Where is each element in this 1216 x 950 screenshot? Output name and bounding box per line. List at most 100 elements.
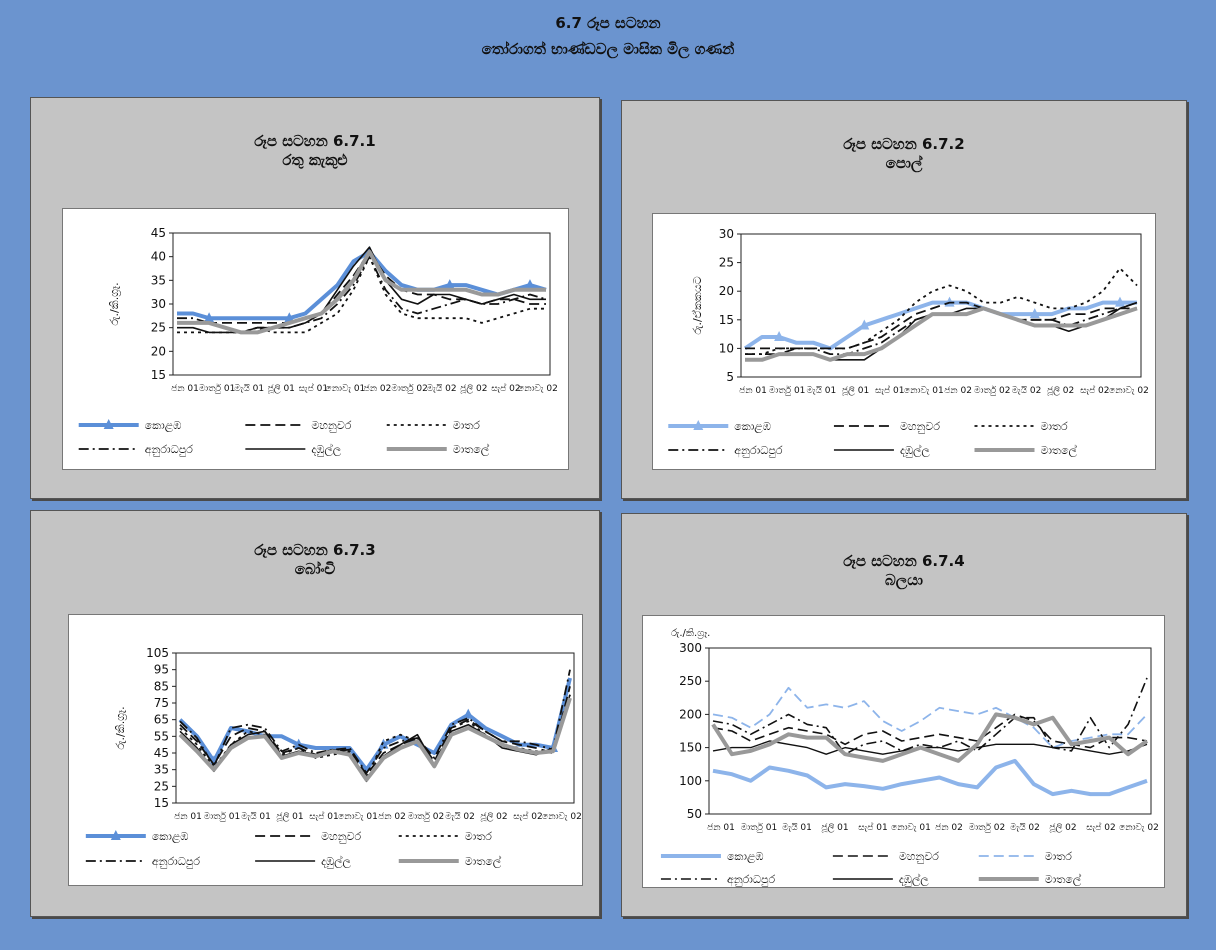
chart-4-y-tick-label: 250: [679, 674, 702, 688]
chart-1-legend-marker: [103, 419, 114, 429]
chart-3-legend-marker: [110, 830, 121, 840]
chart-4-legend-label-3: මාතර: [1045, 850, 1072, 863]
chart-panel-4: රූප සටහන 6.7.4 බලයා 50 100 150 200 250 300 රු.…: [621, 513, 1187, 917]
chart-3-y-tick-label: 15: [154, 796, 169, 810]
chart-1-title: රූප සටහන 6.7.1: [254, 132, 376, 150]
chart-2-x-tick-label: මැයි 01: [806, 385, 836, 396]
chart-2-series-line-6: [745, 306, 1138, 362]
chart-1-y-tick-label: 20: [151, 344, 166, 358]
chart-3-series-line-4: [179, 669, 571, 774]
chart-3-x-tick-label: මැයි 02: [445, 811, 475, 822]
chart-3-x-tick-label: මැයි 01: [241, 811, 271, 822]
chart-4-x-tick-label: සැප් 02: [1086, 822, 1115, 833]
chart-3-legend-label-1: කොළඹ: [152, 830, 189, 844]
chart-2-legend-label-1: කොළඹ: [734, 420, 771, 434]
chart-3-y-tick-label: 45: [154, 746, 169, 760]
chart-4-svg: 50 100 150 200 250 300 රු./කි.ග්‍රෑ. ජන 01 මාර්ත…: [660, 627, 1159, 887]
chart-3-series-marker: [378, 738, 389, 749]
chart-1-series-line-2: [177, 251, 546, 324]
chart-4-legend-label-2: මහනුවර: [899, 850, 939, 863]
chart-4-plot-frame: [708, 647, 1152, 815]
chart-2-legend-label-3: මාතර: [1041, 420, 1068, 433]
chart-4-title: රූප සටහන 6.7.4: [843, 552, 965, 570]
chart-3-x-tick-label: නොවැ 02: [542, 812, 582, 822]
chart-2-x-tick-label: ජූලි 01: [842, 386, 869, 396]
page-title: 6.7 රූප සටහන: [555, 14, 661, 32]
chart-2-x-tick-label: ජන 01: [739, 386, 767, 396]
chart-1-y-tick-label: 35: [151, 273, 166, 287]
chart-3-y-tick-label: 55: [154, 729, 169, 743]
chart-3-series-marker: [463, 708, 474, 719]
chart-panel-2: රූප සටහන 6.7.2 පොල් 5 10 15 20 25 30 රු./ඒකකයට…: [621, 100, 1187, 499]
chart-4-x-tick-label: මැයි 02: [1010, 822, 1040, 833]
chart-2-x-tick-label: සැප් 02: [1080, 385, 1109, 396]
chart-2-x-tick-label: මාර්තු 01: [769, 385, 806, 396]
chart-2-series-marker: [774, 330, 785, 341]
chart-1-x-tick-label: මැයි 01: [234, 383, 264, 394]
chart-1-series-line-6: [177, 249, 546, 335]
chart-4-y-axis-label: රු./කි.ග්‍රෑ.: [671, 627, 710, 639]
chart-3-legend-label-3: මාතර: [465, 830, 492, 843]
chart-1-y-axis-label: රු./කි.ග්‍රෑ.: [108, 282, 121, 325]
chart-4-x-tick-label: සැප් 01: [858, 822, 887, 833]
chart-4-x-tick-label: නොවැ 01: [891, 823, 931, 833]
chart-4-y-tick-label: 300: [679, 641, 702, 655]
chart-1-y-tick-label: 45: [151, 226, 166, 240]
chart-panel-3: රූප සටහන 6.7.3 බෝංචි 15 25 35 45 55 65 75 85 95 1…: [30, 510, 600, 917]
chart-4-legend-label-5: දඹුල්ල: [899, 872, 929, 887]
chart-4-x-tick-label: ජූලි 02: [1049, 823, 1076, 833]
chart-3-area: 15 25 35 45 55 65 75 85 95 105 රු./කි.ග්‍රෑ. ජන 01 ම…: [68, 614, 583, 886]
chart-4-series-line-1: [712, 758, 1148, 797]
chart-3-x-tick-label: ජන 02: [378, 812, 406, 822]
chart-3-legend-label-2: මහනුවර: [321, 830, 361, 843]
chart-3-plot-frame: [175, 652, 575, 804]
chart-3-title: රූප සටහන 6.7.3: [254, 541, 376, 559]
chart-4-x-tick-label: මාර්තු 01: [741, 822, 778, 833]
chart-2-area: 5 10 15 20 25 30 රු./ඒකකයට ජන 01 මාර්තු 01 මැයි 0…: [652, 213, 1156, 470]
chart-2-y-axis-label: රු./ඒකකයට: [691, 276, 704, 334]
chart-2-y-tick-label: 5: [726, 370, 734, 384]
chart-3-series-line-1: [178, 677, 572, 772]
chart-1-x-tick-label: සැප් 01: [299, 383, 328, 394]
chart-1-x-tick-label: ජන 01: [171, 384, 199, 394]
chart-3-y-tick-label: 25: [154, 779, 169, 793]
chart-2-x-tick-label: ජන 02: [944, 386, 972, 396]
chart-3-y-axis-label: රු./කි.ග්‍රෑ.: [114, 706, 127, 749]
chart-1-series-line-1: [177, 249, 547, 321]
chart-3-y-tick-label: 35: [154, 763, 169, 777]
chart-4-y-tick-label: 100: [679, 774, 702, 788]
chart-1-legend-label-4: අනුරාධපුර: [145, 443, 194, 457]
chart-2-legend-label-2: මහනුවර: [900, 420, 940, 433]
chart-2-x-tick-label: නොවැ 01: [904, 386, 944, 396]
chart-2-series-marker: [859, 319, 870, 330]
chart-3-legend-label-4: අනුරාධපුර: [152, 855, 201, 869]
chart-3-x-tick-label: ජූලි 02: [480, 812, 507, 822]
chart-1-series-marker: [444, 279, 455, 290]
chart-3-subtitle: බෝංචි: [294, 560, 336, 578]
chart-4-series-line-6: [711, 712, 1149, 763]
chart-2-title: රූප සටහන 6.7.2: [843, 135, 965, 153]
chart-4-x-tick-label: මාර්තු 02: [969, 822, 1006, 833]
chart-2-x-tick-label: නොවැ 02: [1109, 386, 1149, 396]
chart-2-subtitle: පොල්: [885, 154, 923, 172]
chart-1-x-tick-label: ජූලි 02: [460, 384, 487, 394]
chart-1-y-tick-label: 15: [151, 368, 166, 382]
chart-1-y-tick-label: 25: [151, 321, 166, 335]
chart-3-x-tick-label: සැප් 02: [513, 811, 542, 822]
chart-1-x-tick-label: සැප් 02: [491, 383, 520, 394]
chart-1-area: 15 20 25 30 35 40 45 රු./කි.ග්‍රෑ. ජන 01 මාර්තු 0…: [62, 208, 569, 470]
chart-1-y-tick-label: 40: [151, 250, 166, 264]
chart-4-legend-label-6: මාතලේ: [1045, 872, 1082, 887]
chart-1-series-marker: [284, 312, 295, 323]
chart-3-y-tick-label: 105: [146, 646, 169, 660]
chart-2-y-tick-label: 20: [719, 284, 734, 298]
chart-2-y-tick-label: 30: [719, 227, 734, 241]
chart-4-x-tick-label: ජන 01: [707, 823, 735, 833]
chart-2-y-tick-label: 10: [719, 341, 734, 355]
chart-3-series-line-3: [179, 694, 571, 779]
chart-1-x-tick-label: නොවැ 01: [326, 384, 366, 394]
